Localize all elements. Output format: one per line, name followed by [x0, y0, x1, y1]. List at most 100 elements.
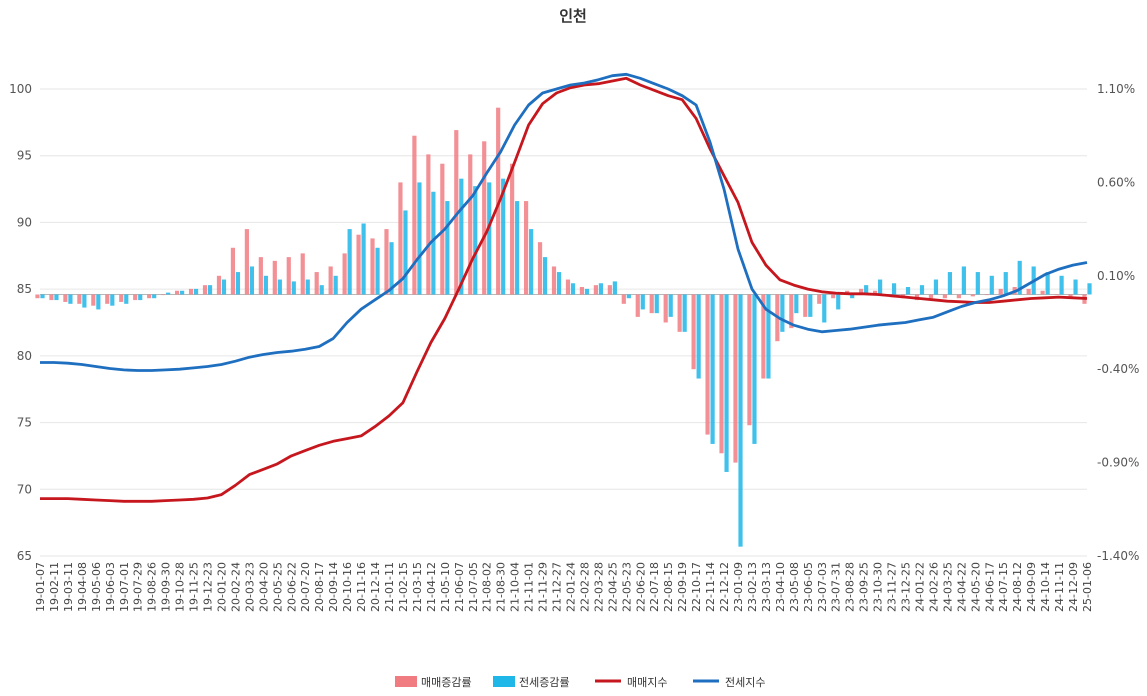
x-tick-label: 22-04-25	[606, 562, 619, 612]
x-tick-label: 22-07-18	[648, 562, 661, 612]
bar-jeonse-rate	[696, 294, 701, 379]
bar-maemae-rate	[216, 275, 222, 295]
x-tick-label: 20-04-20	[257, 562, 270, 612]
x-tick-label: 21-05-10	[439, 562, 452, 612]
x-tick-label: 24-08-12	[1011, 562, 1024, 612]
bar-maemae-rate	[370, 238, 375, 295]
bar-jeonse-rate	[54, 294, 59, 301]
bar-jeonse-rate	[919, 285, 925, 295]
bar-jeonse-rate	[710, 294, 715, 444]
bar-jeonse-rate	[1059, 275, 1064, 295]
left-tick-label: 80	[17, 349, 32, 363]
right-tick-label: 0.60%	[1097, 175, 1135, 189]
x-tick-label: 20-06-22	[285, 562, 298, 612]
x-tick-label: 19-06-03	[104, 562, 117, 612]
bar-maemae-rate	[91, 294, 96, 306]
x-tick-label: 23-09-25	[858, 562, 871, 612]
bar-jeonse-rate	[124, 294, 129, 304]
x-tick-label: 22-02-28	[578, 562, 591, 612]
bar-maemae-rate	[202, 285, 208, 295]
bar-maemae-rate	[872, 290, 878, 295]
x-tick-label: 20-01-20	[215, 562, 228, 612]
bar-maemae-rate	[314, 272, 319, 295]
left-tick-label: 65	[17, 549, 32, 563]
x-tick-label: 21-12-27	[551, 562, 564, 612]
x-tick-label: 24-02-26	[927, 562, 940, 612]
bar-jeonse-rate	[598, 283, 604, 295]
left-tick-label: 90	[17, 215, 32, 229]
x-tick-label: 19-10-28	[174, 562, 187, 612]
right-tick-label: -1.40%	[1097, 549, 1139, 563]
bar-jeonse-rate	[249, 266, 255, 295]
bar-jeonse-rate	[347, 229, 352, 295]
bar-jeonse-rate	[152, 294, 157, 299]
bar-jeonse-rate	[180, 290, 185, 295]
bar-maemae-rate	[928, 294, 934, 299]
bar-maemae-rate	[426, 154, 431, 295]
bar-jeonse-rate	[668, 294, 673, 317]
legend-item-maemae-index[interactable]: 매매지수	[595, 676, 667, 689]
x-tick-label: 21-08-30	[495, 562, 508, 612]
right-axis: 1.10% 0.60% 0.10% -0.40% -0.90% -1.40%	[1097, 82, 1139, 563]
bar-maemae-rate	[691, 294, 696, 370]
bar-maemae-rate	[398, 182, 403, 295]
bar-jeonse-rate	[794, 294, 799, 314]
x-tick-label: 22-01-24	[564, 562, 577, 612]
x-tick-label: 19-07-01	[118, 562, 131, 612]
legend-item-jeonse-index[interactable]: 전세지수	[693, 676, 765, 689]
right-tick-label: 0.10%	[1097, 269, 1135, 283]
bar-maemae-rate	[970, 294, 975, 297]
legend-label-maemae-rate: 매매증감률	[421, 676, 472, 689]
bar-maemae-rate	[440, 163, 445, 295]
x-tick-label: 21-11-01	[523, 562, 536, 612]
x-tick-label: 22-03-28	[592, 562, 605, 612]
bar-maemae-rate	[105, 294, 110, 304]
bar-jeonse-rate	[961, 266, 966, 295]
bar-jeonse-rate	[612, 281, 617, 295]
x-tick-label: 20-11-16	[355, 562, 368, 612]
bar-series	[35, 107, 1092, 547]
bar-jeonse-rate	[752, 294, 757, 444]
legend-item-jeonse-rate[interactable]: 전세증감률	[493, 676, 570, 689]
bar-maemae-rate	[482, 141, 487, 295]
legend-item-maemae-rate[interactable]: 매매증감률	[395, 676, 472, 689]
bar-jeonse-rate	[459, 178, 464, 295]
bar-maemae-rate	[454, 130, 459, 295]
x-tick-label: 24-05-20	[969, 562, 982, 612]
x-tick-label: 23-03-13	[760, 562, 773, 612]
x-tick-label: 23-02-13	[746, 562, 759, 612]
bar-maemae-rate	[77, 294, 82, 304]
x-tick-label: 22-06-20	[634, 562, 647, 612]
bar-jeonse-rate	[989, 275, 994, 295]
x-tick-label: 23-10-30	[872, 562, 885, 612]
bar-jeonse-rate	[864, 285, 869, 295]
legend[interactable]: 매매증감률 전세증감률 매매지수 전세지수	[395, 676, 765, 689]
bar-jeonse-rate	[138, 294, 143, 301]
bar-jeonse-rate	[766, 294, 771, 379]
bar-maemae-rate	[761, 294, 766, 379]
bar-maemae-rate	[258, 257, 263, 295]
bar-jeonse-rate	[207, 285, 213, 295]
x-tick-label: 24-12-09	[1067, 562, 1080, 612]
bar-jeonse-rate	[933, 279, 939, 295]
x-tick-label: 19-11-25	[188, 562, 201, 612]
bar-jeonse-rate	[654, 294, 659, 314]
bar-jeonse-rate	[878, 279, 883, 295]
x-tick-label: 20-10-16	[341, 562, 354, 612]
bar-jeonse-rate	[682, 294, 687, 332]
x-tick-label: 23-04-10	[774, 562, 787, 612]
bar-maemae-rate	[49, 294, 54, 301]
bar-jeonse-rate	[515, 201, 520, 295]
legend-label-jeonse-rate: 전세증감률	[519, 676, 570, 689]
x-tick-label: 22-10-17	[690, 562, 703, 612]
x-tick-label: 20-03-23	[243, 562, 256, 612]
x-tick-label: 19-03-11	[62, 562, 75, 612]
bar-jeonse-rate	[850, 294, 855, 299]
bar-maemae-rate	[244, 229, 249, 295]
x-tick-label: 23-08-28	[844, 562, 857, 612]
x-tick-label: 23-06-05	[802, 562, 815, 612]
bar-jeonse-rate	[305, 279, 310, 295]
bar-jeonse-rate	[166, 292, 171, 295]
x-tick-label: 21-03-15	[411, 562, 424, 612]
bar-maemae-rate	[789, 294, 794, 329]
